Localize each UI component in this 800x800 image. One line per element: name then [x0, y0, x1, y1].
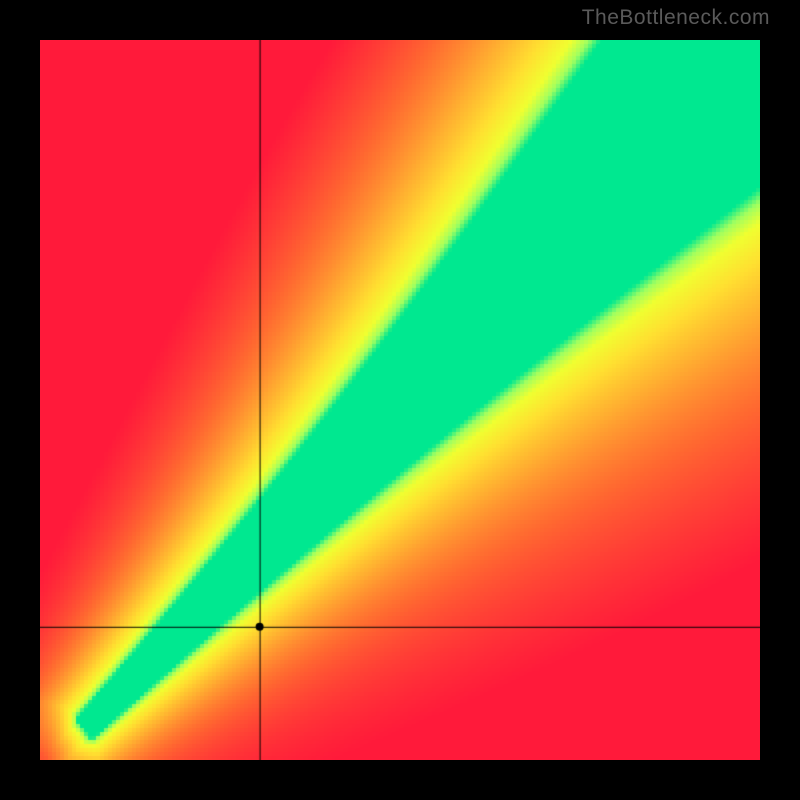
heatmap-canvas — [40, 40, 760, 760]
attribution-text: TheBottleneck.com — [582, 6, 770, 30]
bottleneck-heatmap — [40, 40, 760, 760]
